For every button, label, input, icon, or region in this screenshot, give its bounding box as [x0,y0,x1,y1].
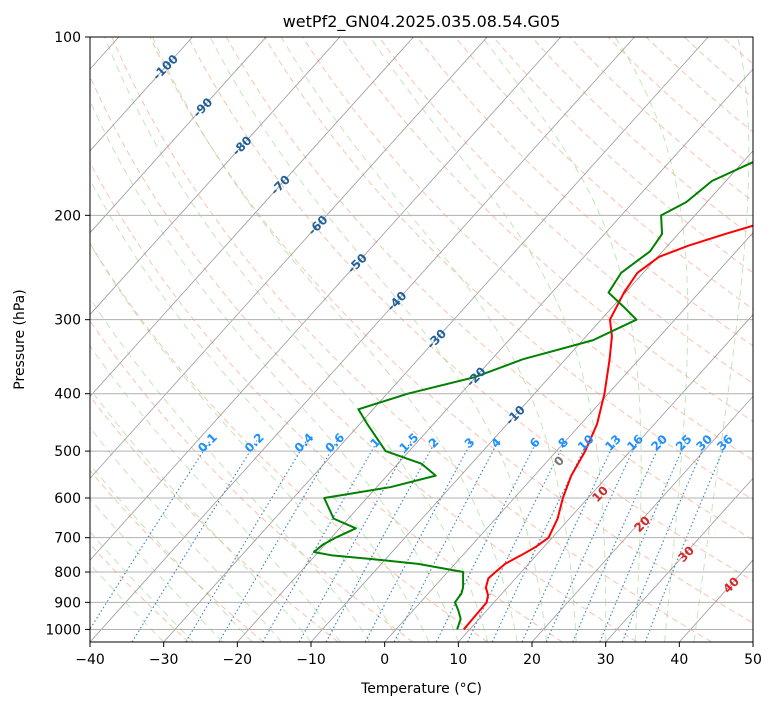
y-tick-label: 500 [54,444,81,460]
dry-adiabat [187,37,753,582]
isotherm [531,395,753,642]
plot-frame [89,36,754,643]
mixing-ratio-line [599,440,687,642]
mixing-ratio-line [393,440,500,642]
y-axis-title: Pressure (hPa) [12,289,28,389]
y-tick-label: 900 [54,595,81,611]
dry-adiabat [90,75,638,642]
dry-adiabat [493,37,753,274]
profile-lines [312,161,753,631]
x-tick-label: −10 [296,652,326,668]
moist-adiabat [90,387,312,642]
isotherm [163,37,709,642]
y-tick-label: 800 [54,565,81,581]
moist-adiabat [90,345,341,642]
x-tick-label: −40 [75,652,105,668]
mixing-ratio-line [435,440,538,642]
moist-adiabat [369,37,607,642]
x-tick-label: −30 [149,652,179,668]
isotherm [90,37,414,398]
mixing-ratio-line [572,440,663,642]
moist-adiabat [90,178,430,642]
chart-title: wetPf2_GN04.2025.035.08.54.G05 [283,12,561,32]
dry-adiabat [90,161,563,642]
dry-adiabat [90,320,414,642]
dry-adiabat [416,37,753,347]
isotherm [90,37,488,479]
moist-adiabat [90,242,400,642]
moist-adiabat [481,37,642,642]
dry-adiabat [454,37,753,310]
background-lines [90,37,753,642]
y-tick-label: 200 [54,208,81,224]
mixing-ratio-line [218,440,338,642]
dry-adiabat [607,37,753,168]
dry-adiabat [90,242,488,642]
isotherm [90,37,562,561]
x-tick-label: 50 [744,652,762,668]
mixing-ratio-line [491,440,589,642]
isotherm [384,232,753,642]
isotherm [90,37,341,316]
mixing-ratio-line [521,440,616,642]
isotherm [90,37,193,152]
moist-adiabat [280,37,577,642]
temperature-line [462,224,753,631]
x-tick-label: 0 [380,652,389,668]
x-tick-label: 20 [523,652,541,668]
dry-adiabat [264,37,753,501]
y-tick-label: 300 [54,313,81,329]
y-tick-label: 1000 [45,622,81,638]
x-tick-label: −20 [223,652,253,668]
isotherm [310,150,753,642]
mixing-ratio-line [131,440,258,642]
mixing-ratio-line [467,440,567,642]
y-tick-label: 600 [54,491,81,507]
isotherm [90,37,635,642]
x-tick-label: 30 [597,652,615,668]
isotherm [605,477,753,642]
dry-adiabat [111,37,712,642]
moist-adiabat [104,37,489,642]
y-tick-label: 700 [54,531,81,547]
dewpoint-line [312,161,753,630]
x-axis-title: Temperature (°C) [360,681,482,697]
moist-adiabat [614,37,689,642]
axes: −40 −30 −20 −10 0 10 20 30 40 50 100 200 300 400 500 60… [45,30,762,668]
y-tick-label: 400 [54,387,81,403]
dry-adiabat [340,37,753,423]
isotherm [458,313,753,642]
mixing-ratio-line [545,440,638,642]
mixing-ratio-line [644,440,728,642]
mixing-ratio-line [185,440,308,642]
x-tick-label: 40 [670,652,688,668]
mixing-ratio-line [262,440,379,642]
moist-adiabat [90,297,371,642]
isotherm [90,37,267,234]
x-tick-label: 10 [449,652,467,668]
dry-adiabat [149,37,753,624]
moist-adiabat [90,427,282,642]
moist-adiabat [693,37,750,642]
y-tick-label: 100 [54,30,81,46]
moist-adiabat [90,99,459,642]
moist-adiabat [90,463,253,642]
dry-adiabat [378,37,753,385]
moist-adiabat [151,37,518,642]
dry-adiabat [225,37,753,541]
